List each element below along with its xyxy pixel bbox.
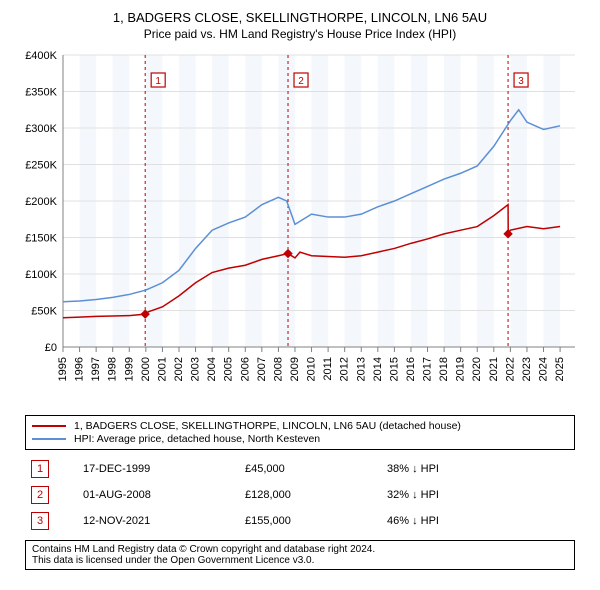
svg-text:£150K: £150K bbox=[25, 233, 57, 245]
svg-text:2024: 2024 bbox=[538, 357, 550, 381]
event-price: £155,000 bbox=[239, 508, 381, 534]
svg-text:1999: 1999 bbox=[123, 357, 135, 381]
svg-text:£200K: £200K bbox=[25, 196, 57, 208]
footer-line2: This data is licensed under the Open Gov… bbox=[32, 555, 568, 566]
svg-text:2012: 2012 bbox=[339, 357, 351, 381]
chart-page: { "title": "1, BADGERS CLOSE, SKELLINGTH… bbox=[0, 0, 600, 590]
event-delta: 32% ↓ HPI bbox=[381, 482, 575, 508]
svg-text:2019: 2019 bbox=[455, 357, 467, 381]
svg-text:2007: 2007 bbox=[256, 357, 268, 381]
page-subtitle: Price paid vs. HM Land Registry's House … bbox=[15, 27, 585, 41]
page-title: 1, BADGERS CLOSE, SKELLINGTHORPE, LINCOL… bbox=[15, 10, 585, 25]
legend-swatch-property bbox=[32, 425, 66, 427]
svg-text:2017: 2017 bbox=[422, 357, 434, 381]
event-delta: 38% ↓ HPI bbox=[381, 456, 575, 482]
event-date: 01-AUG-2008 bbox=[77, 482, 239, 508]
footer-line1: Contains HM Land Registry data © Crown c… bbox=[32, 544, 568, 555]
svg-text:1995: 1995 bbox=[57, 357, 69, 381]
svg-text:2013: 2013 bbox=[355, 357, 367, 381]
svg-text:2005: 2005 bbox=[223, 357, 235, 381]
svg-text:£300K: £300K bbox=[25, 123, 57, 135]
svg-text:2011: 2011 bbox=[322, 357, 334, 381]
svg-text:2016: 2016 bbox=[405, 357, 417, 381]
svg-text:£0: £0 bbox=[45, 342, 57, 354]
chart-container: £0 £50K £100K £150K £200K £250K £300K £350K £400… bbox=[15, 47, 585, 407]
legend-item-property: 1, BADGERS CLOSE, SKELLINGTHORPE, LINCOL… bbox=[32, 420, 568, 432]
svg-text:2002: 2002 bbox=[173, 357, 185, 381]
event-badge: 3 bbox=[31, 512, 49, 530]
svg-text:2008: 2008 bbox=[272, 357, 284, 381]
svg-text:£100K: £100K bbox=[25, 269, 57, 281]
svg-text:2004: 2004 bbox=[206, 357, 218, 381]
legend-label-property: 1, BADGERS CLOSE, SKELLINGTHORPE, LINCOL… bbox=[74, 420, 461, 432]
svg-text:2015: 2015 bbox=[388, 357, 400, 381]
legend-label-hpi: HPI: Average price, detached house, Nort… bbox=[74, 433, 320, 445]
event-badge: 1 bbox=[31, 460, 49, 478]
svg-text:2001: 2001 bbox=[156, 357, 168, 381]
svg-text:2014: 2014 bbox=[372, 357, 384, 381]
event-row: 1 17-DEC-1999£45,00038% ↓ HPI bbox=[25, 456, 575, 482]
event-badge: 2 bbox=[31, 486, 49, 504]
svg-text:2009: 2009 bbox=[289, 357, 301, 381]
event-row: 3 12-NOV-2021£155,00046% ↓ HPI bbox=[25, 508, 575, 534]
svg-text:£50K: £50K bbox=[31, 306, 57, 318]
event-row: 2 01-AUG-2008£128,00032% ↓ HPI bbox=[25, 482, 575, 508]
svg-text:2010: 2010 bbox=[306, 357, 318, 381]
legend-swatch-hpi bbox=[32, 438, 66, 440]
svg-text:2000: 2000 bbox=[140, 357, 152, 381]
svg-text:2021: 2021 bbox=[488, 357, 500, 381]
svg-text:2023: 2023 bbox=[521, 357, 533, 381]
svg-text:2003: 2003 bbox=[190, 357, 202, 381]
svg-text:1: 1 bbox=[155, 76, 161, 87]
events-table: 1 17-DEC-1999£45,00038% ↓ HPI 2 01-AUG-2008… bbox=[25, 456, 575, 534]
event-date: 12-NOV-2021 bbox=[77, 508, 239, 534]
svg-text:2020: 2020 bbox=[471, 357, 483, 381]
legend-item-hpi: HPI: Average price, detached house, Nort… bbox=[32, 433, 568, 445]
svg-text:1997: 1997 bbox=[90, 357, 102, 381]
svg-text:£350K: £350K bbox=[25, 87, 57, 99]
svg-text:2: 2 bbox=[298, 76, 304, 87]
event-date: 17-DEC-1999 bbox=[77, 456, 239, 482]
svg-text:2006: 2006 bbox=[239, 357, 251, 381]
svg-text:2022: 2022 bbox=[504, 357, 516, 381]
event-delta: 46% ↓ HPI bbox=[381, 508, 575, 534]
svg-text:2018: 2018 bbox=[438, 357, 450, 381]
legend: 1, BADGERS CLOSE, SKELLINGTHORPE, LINCOL… bbox=[25, 415, 575, 450]
event-price: £45,000 bbox=[239, 456, 381, 482]
svg-text:1998: 1998 bbox=[107, 357, 119, 381]
svg-text:£250K: £250K bbox=[25, 160, 57, 172]
svg-text:2025: 2025 bbox=[554, 357, 566, 381]
event-price: £128,000 bbox=[239, 482, 381, 508]
line-chart: £0 £50K £100K £150K £200K £250K £300K £350K £400… bbox=[15, 47, 585, 407]
svg-text:3: 3 bbox=[518, 76, 524, 87]
footer: Contains HM Land Registry data © Crown c… bbox=[25, 540, 575, 570]
svg-text:1996: 1996 bbox=[74, 357, 86, 381]
svg-text:£400K: £400K bbox=[25, 50, 57, 62]
